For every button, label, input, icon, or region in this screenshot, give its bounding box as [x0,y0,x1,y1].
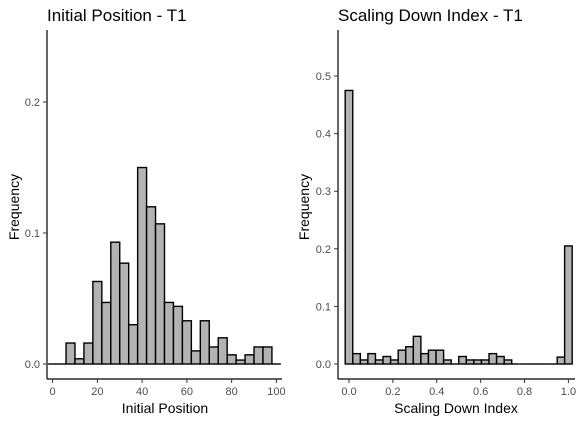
histogram-bar [427,349,437,365]
y-tick-label: 0.1 [316,301,331,313]
histogram-bar [172,305,184,365]
x-tick-label: 100 [267,386,285,398]
histogram-bar [495,355,505,365]
histogram-bar [442,359,452,365]
x-tick-label: 0.2 [385,386,400,398]
histogram-bar [136,166,148,365]
histogram-bar [412,335,422,365]
x-tick-label: 0.8 [517,386,532,398]
histogram-bar [226,354,237,365]
y-tick-label: 0.1 [25,228,40,240]
bar-group [48,166,281,365]
y-tick-label: 0.4 [316,129,331,141]
histogram-bar [74,358,85,365]
histogram-bar [235,359,246,365]
histogram-bar [92,280,103,365]
x-tick-label: 0.0 [341,386,356,398]
histogram-bar [217,337,228,365]
histogram-bar [480,359,490,365]
histogram-bar [181,320,193,365]
histogram-bar [367,352,377,365]
histogram-bar [382,355,392,365]
x-tick-label: 20 [91,386,103,398]
histogram-bar [503,359,513,365]
x-tick-label: 0.6 [473,386,488,398]
histogram-bar [119,262,130,365]
histogram-bar [458,355,468,365]
y-tick-label: 0.3 [316,186,331,198]
histogram-bar [199,320,210,365]
histogram-bar [563,245,573,365]
panel-initial-position: Initial Position - T1 Initial Position F… [6,6,286,416]
x-tick-label: 80 [226,386,238,398]
x-tick-label: 1.0 [561,386,576,398]
x-axis-label: Initial Position [122,400,208,416]
x-tick-label: 60 [181,386,193,398]
y-tick-label: 0.0 [25,359,40,371]
histogram-bar [374,359,384,365]
x-tick-label: 40 [136,386,148,398]
axes: 0 20 40 60 80 100 0.0 0.1 0.2 [25,30,286,398]
histogram-bar [420,352,430,365]
axes: 0.0 0.2 0.4 0.6 0.8 1.0 0.0 0.1 0.2 0.3 0.4 0.5 [316,30,576,398]
histogram-bar [253,346,264,365]
chart-title: Initial Position - T1 [47,6,187,25]
panel-scaling-down-index: Scaling Down Index - T1 Scaling Down Ind… [296,6,576,416]
y-tick-label: 0.5 [316,71,331,83]
histogram-bar [101,301,112,365]
histogram-bar [163,301,175,365]
bar-group [344,89,573,365]
histogram-bar [405,346,415,365]
histogram-bar [352,352,362,365]
histogram-bar [344,89,354,365]
histogram-bar [556,356,566,365]
y-axis-label: Frequency [6,174,22,240]
x-axis-label: Scaling Down Index [394,400,518,416]
histogram-bar [244,354,255,365]
histogram-bar [65,342,76,365]
histogram-bar [110,241,121,365]
x-tick-label: 0.4 [429,386,444,398]
histogram-bar [389,359,399,365]
histogram-bar [190,350,202,365]
histogram-bar [397,349,407,365]
histogram-bar [127,324,139,365]
histogram-bar [145,206,157,365]
histogram-bar [473,359,483,365]
y-tick-label: 0.0 [316,359,331,371]
x-tick-label: 0 [50,386,56,398]
histogram-bar [359,359,369,365]
histogram-bar [154,223,166,365]
histogram-bar [488,352,498,365]
histogram-bar [465,359,475,365]
chart-title: Scaling Down Index - T1 [338,6,523,25]
y-tick-label: 0.2 [316,244,331,256]
histogram-bar [262,346,273,365]
histogram-bar [83,342,94,365]
y-axis-label: Frequency [296,174,312,240]
y-tick-label: 0.2 [25,97,40,109]
histogram-bar [208,346,219,365]
histogram-bar [435,349,445,365]
